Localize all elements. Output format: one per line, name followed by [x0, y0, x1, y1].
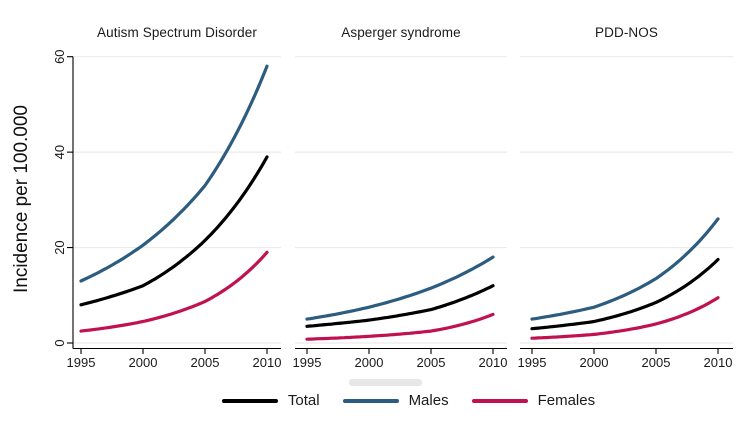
- curve-females-panel2: [305, 312, 495, 341]
- y-tick-label-40: 40: [52, 145, 67, 159]
- panel-title-asperger-syndrome: Asperger syndrome: [341, 25, 461, 40]
- x-tick-label-2005: 2005: [417, 355, 446, 370]
- curve-males-panel2: [305, 255, 495, 321]
- curve-males-panel3: [530, 217, 720, 321]
- panel-title-pdd-nos: PDD-NOS: [595, 25, 658, 40]
- males-line-swatch: [342, 398, 399, 403]
- x-tick-label-1995: 1995: [67, 355, 96, 370]
- x-tick-label-2000: 2000: [580, 355, 609, 370]
- legend-item-males: Males: [342, 392, 449, 409]
- x-tick-label-1995: 1995: [293, 355, 322, 370]
- curve-total-panel3: [530, 257, 720, 331]
- y-tick-label-20: 20: [52, 240, 67, 254]
- x-tick-label-2005: 2005: [642, 355, 671, 370]
- chart-legend: Total Males Females: [36, 392, 745, 409]
- curve-total-panel1: [79, 155, 269, 307]
- x-tick-label-2005: 2005: [191, 355, 220, 370]
- artifact-smudge: [349, 379, 422, 386]
- females-line-swatch: [471, 398, 528, 403]
- legend-label-females: Females: [537, 392, 596, 409]
- curve-males-panel1: [79, 64, 269, 283]
- x-tick-label-2010: 2010: [253, 355, 282, 370]
- total-line-swatch: [221, 398, 278, 403]
- x-tick-label-2010: 2010: [479, 355, 508, 370]
- legend-label-total: Total: [287, 392, 320, 409]
- y-tick-label-0: 0: [52, 339, 67, 346]
- legend-item-total: Total: [221, 392, 320, 409]
- y-tick-label-60: 60: [52, 49, 67, 63]
- x-tick-label-2000: 2000: [355, 355, 384, 370]
- x-tick-label-2010: 2010: [704, 355, 733, 370]
- curve-total-panel2: [305, 284, 495, 328]
- x-tick-label-1995: 1995: [518, 355, 547, 370]
- curve-females-panel3: [530, 296, 720, 340]
- curve-females-panel1: [79, 250, 269, 333]
- panel-title-autism-spectrum-disorder: Autism Spectrum Disorder: [97, 25, 257, 40]
- y-axis-label: Incidence per 100.000: [11, 104, 32, 294]
- legend-item-females: Females: [471, 392, 596, 409]
- legend-label-males: Males: [408, 392, 449, 409]
- x-tick-label-2000: 2000: [129, 355, 158, 370]
